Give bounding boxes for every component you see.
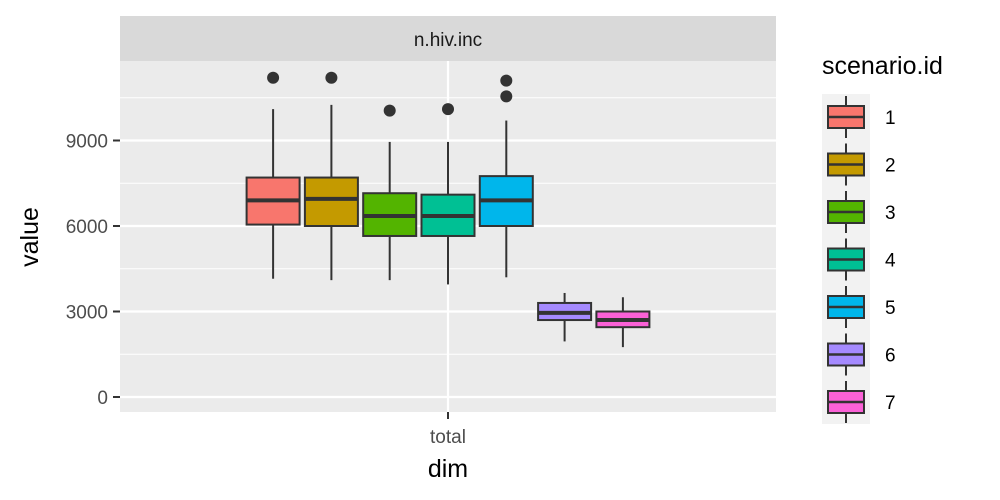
box-scenario-4: [420, 103, 476, 285]
x-tick-label: total: [430, 427, 466, 448]
legend-item-7: 7: [827, 381, 896, 423]
box: [303, 176, 359, 228]
outlier-point: [267, 71, 280, 84]
outlier-point: [442, 103, 454, 116]
box-scenario-3: [362, 104, 418, 281]
box-scenario-5: [478, 74, 534, 278]
y-tick-label: 6000: [66, 217, 108, 238]
box-scenario-1: [245, 71, 301, 279]
outlier-point: [500, 74, 513, 87]
y-tick-label: 0: [97, 388, 108, 409]
legend-label: 1: [885, 108, 896, 129]
legend: 1 2 3 4 5 6 7: [822, 94, 896, 424]
legend-item-6: 6: [827, 333, 896, 376]
y-axis: 0 3000 6000 9000: [66, 132, 120, 409]
facet-strip: [120, 16, 776, 61]
legend-item-1: 1: [827, 96, 896, 138]
y-tick-label: 9000: [66, 132, 108, 153]
outlier-point: [500, 90, 513, 103]
legend-label: 5: [885, 298, 896, 319]
y-tick-label: 3000: [66, 303, 108, 324]
outlier-point: [383, 104, 396, 117]
box-scenario-2: [303, 71, 359, 281]
box-scenario-7: [595, 297, 651, 348]
box-scenario-6: [537, 292, 593, 342]
legend-label: 7: [885, 393, 896, 414]
legend-label: 3: [885, 203, 896, 224]
y-axis-title: value: [16, 207, 44, 267]
legend-label: 6: [885, 346, 896, 367]
x-axis-title: dim: [428, 455, 468, 483]
boxes: [245, 71, 651, 348]
legend-item-5: 5: [827, 286, 896, 328]
legend-item-2: 2: [827, 143, 896, 186]
legend-label: 2: [885, 156, 896, 177]
legend-title: scenario.id: [822, 52, 943, 80]
x-axis: total: [430, 412, 466, 448]
facet-label: n.hiv.inc: [414, 30, 482, 51]
legend-label: 4: [885, 251, 896, 272]
outlier-point: [325, 71, 338, 84]
legend-item-3: 3: [827, 191, 896, 233]
legend-item-4: 4: [827, 238, 896, 281]
